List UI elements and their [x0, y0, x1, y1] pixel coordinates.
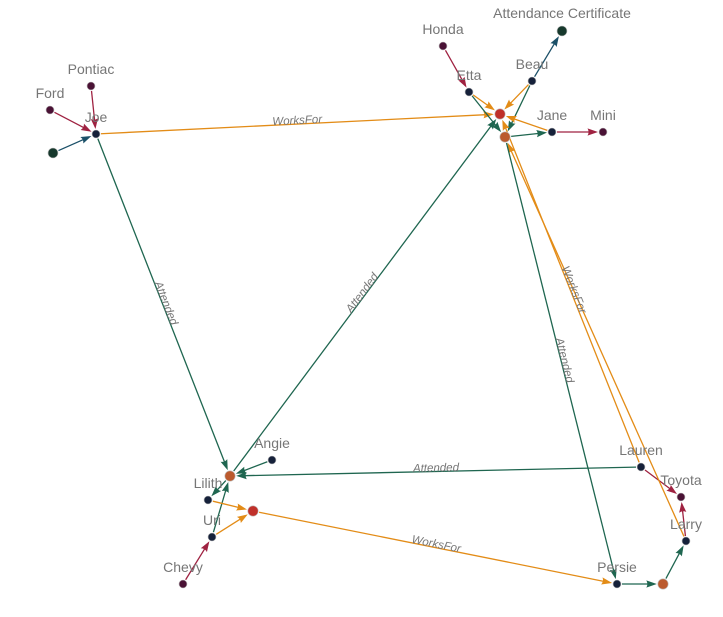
svg-text:Toyota: Toyota	[660, 472, 701, 488]
svg-text:WorksFor: WorksFor	[272, 114, 324, 129]
svg-text:Lilith: Lilith	[194, 475, 223, 491]
svg-text:Beau: Beau	[516, 56, 549, 72]
svg-text:Angie: Angie	[254, 435, 290, 451]
svg-text:Ford: Ford	[36, 85, 65, 101]
svg-text:Persie: Persie	[597, 559, 637, 575]
svg-text:Joe: Joe	[85, 109, 108, 125]
svg-text:Mini: Mini	[590, 107, 616, 123]
svg-text:Larry: Larry	[670, 516, 702, 532]
svg-text:Pontiac: Pontiac	[68, 61, 115, 77]
svg-text:Attended: Attended	[412, 462, 460, 475]
svg-text:Uri: Uri	[203, 512, 221, 528]
svg-text:Chevy: Chevy	[163, 559, 203, 575]
svg-text:Lauren: Lauren	[619, 442, 663, 458]
svg-text:Jane: Jane	[537, 107, 568, 123]
svg-text:Attendance Certificate: Attendance Certificate	[493, 5, 631, 21]
svg-text:Honda: Honda	[422, 21, 463, 37]
svg-text:Etta: Etta	[457, 67, 482, 83]
